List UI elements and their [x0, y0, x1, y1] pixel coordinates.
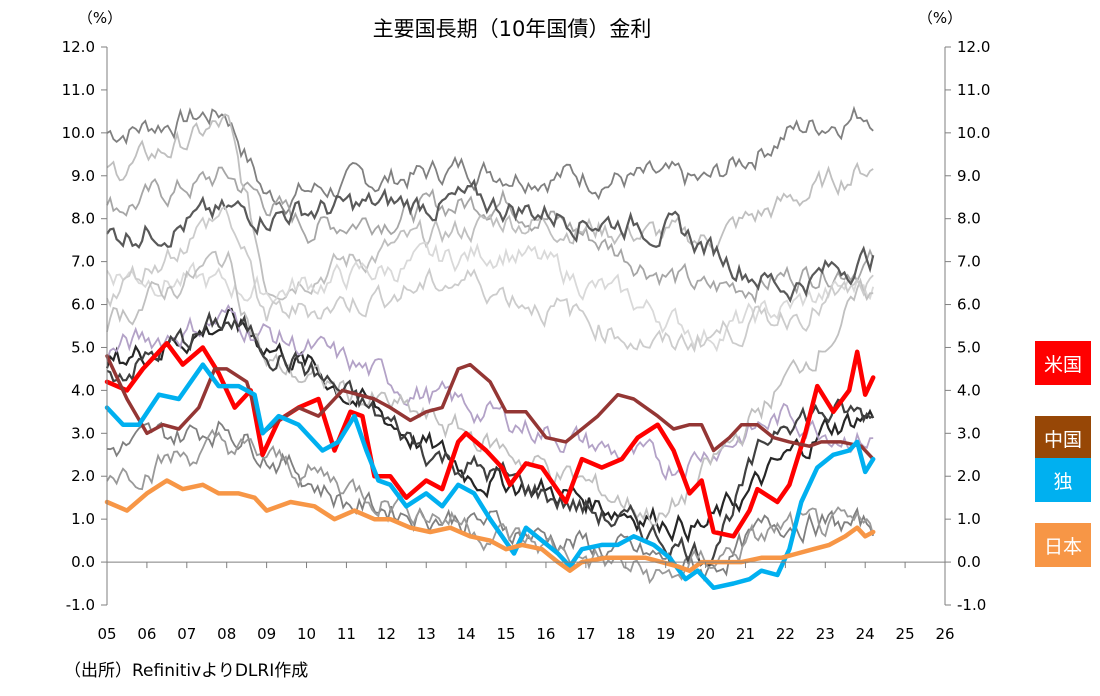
x-tick-label: 21	[736, 625, 755, 643]
right-tick-label: 11.0	[957, 81, 990, 99]
background-series-line	[106, 428, 875, 585]
background-series-line	[106, 205, 874, 354]
right-tick-label: 5.0	[957, 338, 981, 356]
x-tick-label: 16	[536, 625, 555, 643]
left-tick-label: 12.0	[62, 38, 95, 56]
x-tick-label: 23	[816, 625, 835, 643]
right-tick-label: 12.0	[957, 38, 990, 56]
x-tick-label: 18	[616, 625, 635, 643]
left-tick-label: 6.0	[71, 296, 95, 314]
background-series-line	[106, 178, 875, 304]
background-series-line	[106, 304, 874, 482]
legend-germany-label: 独	[1053, 470, 1073, 493]
x-tick-label: 19	[656, 625, 675, 643]
right-tick-label: 3.0	[957, 424, 981, 442]
series-line-中国	[105, 354, 875, 461]
legend-us: 米国	[1035, 341, 1091, 385]
left-tick-label: 1.0	[71, 510, 95, 528]
legend-china: 中国	[1035, 416, 1091, 460]
x-tick-label: 26	[935, 625, 954, 643]
legend-china-label: 中国	[1043, 428, 1082, 451]
left-unit-label: （%）	[78, 9, 122, 27]
right-tick-label: 6.0	[957, 296, 981, 314]
x-tick-label: 20	[696, 625, 715, 643]
left-tick-label: 7.0	[71, 253, 95, 271]
series-line-日本	[104, 478, 876, 573]
left-tick-label: 9.0	[71, 167, 95, 185]
left-tick-label: 11.0	[62, 81, 95, 99]
x-tick-label: 08	[217, 625, 236, 643]
background-series-line	[106, 166, 875, 305]
right-unit-label: （%）	[918, 9, 962, 27]
x-tick-label: 12	[377, 625, 396, 643]
main-series	[104, 340, 876, 591]
right-tick-label: -1.0	[957, 596, 986, 614]
left-tick-label: -1.0	[66, 596, 95, 614]
legend-japan: 日本	[1035, 523, 1091, 567]
axes: 12.0 12.0 11.0 11.0 10.0 10.0 9.0 9.0 8.0 8.0 7.0 7…	[62, 38, 991, 643]
source-note: （出所）RefinitivよりDLRI作成	[64, 661, 309, 681]
chart-title: 主要国長期（10年国債）金利	[373, 17, 652, 41]
x-tick-label: 24	[856, 625, 875, 643]
left-tick-label: 2.0	[71, 467, 95, 485]
x-tick-label: 15	[497, 625, 516, 643]
background-series-line	[106, 249, 874, 528]
right-tick-label: 0.0	[957, 553, 981, 571]
left-tick-label: 3.0	[71, 424, 95, 442]
background-series-line	[106, 310, 874, 567]
series-line-独	[104, 362, 876, 591]
background-series-line	[106, 420, 875, 582]
left-tick-label: 8.0	[71, 210, 95, 228]
x-tick-label: 17	[576, 625, 595, 643]
right-tick-label: 8.0	[957, 210, 981, 228]
x-tick-label: 22	[776, 625, 795, 643]
x-tick-label: 09	[257, 625, 276, 643]
right-tick-label: 2.0	[957, 467, 981, 485]
right-tick-label: 4.0	[957, 381, 981, 399]
left-tick-label: 0.0	[71, 553, 95, 571]
x-tick-label: 10	[297, 625, 316, 643]
x-tick-label: 07	[177, 625, 196, 643]
x-tick-label: 14	[457, 625, 476, 643]
left-tick-label: 10.0	[62, 124, 95, 142]
right-tick-label: 1.0	[957, 510, 981, 528]
x-tick-label: 05	[97, 625, 116, 643]
left-tick-label: 4.0	[71, 381, 95, 399]
x-tick-label: 11	[337, 625, 356, 643]
legend-germany: 独	[1035, 458, 1091, 502]
right-tick-label: 9.0	[957, 167, 981, 185]
x-tick-label: 06	[137, 625, 156, 643]
background-series	[105, 105, 875, 585]
background-series-line	[106, 105, 874, 216]
right-tick-label: 7.0	[957, 253, 981, 271]
x-tick-label: 25	[896, 625, 915, 643]
legend-us-label: 米国	[1043, 353, 1082, 376]
left-tick-label: 5.0	[71, 338, 95, 356]
background-series-line	[106, 113, 874, 301]
x-tick-label: 13	[417, 625, 436, 643]
legend-japan-label: 日本	[1043, 535, 1082, 558]
right-tick-label: 10.0	[957, 124, 990, 142]
